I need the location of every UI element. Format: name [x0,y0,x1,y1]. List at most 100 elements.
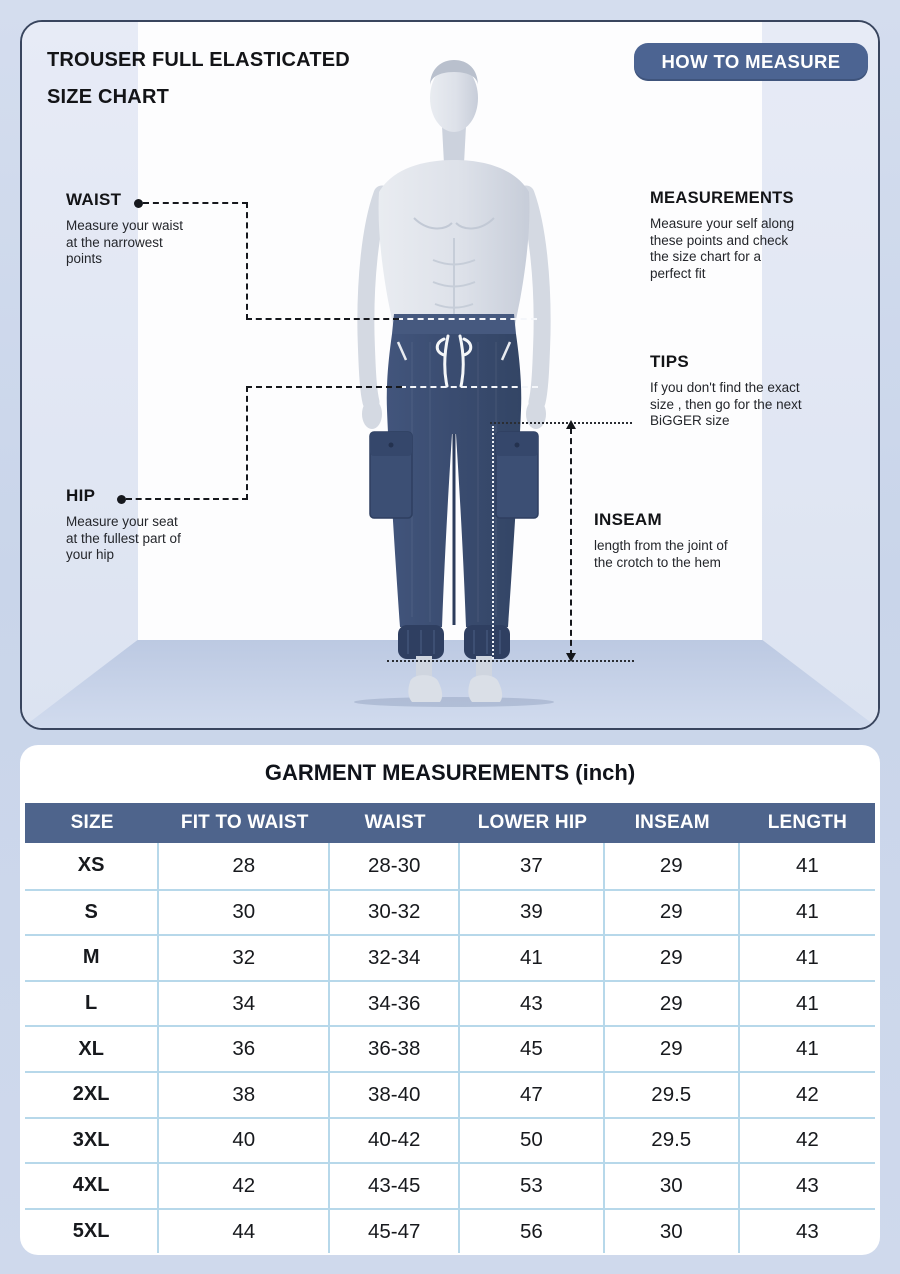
value-cell: 38 [159,1072,331,1117]
value-cell: 28-30 [330,843,461,889]
value-cell: 30 [159,890,331,935]
size-cell: M [25,936,160,980]
hip-text: Measure your seat at the fullest part of… [66,514,181,562]
pocket-button-right [514,442,520,448]
size-cell: S [25,890,160,935]
column-header-fit-to-waist: FIT TO WAIST [180,812,309,833]
column-header-inseam: INSEAM [634,812,710,833]
size-cell: 2XL [25,1072,160,1117]
value-cell: 42 [795,1082,819,1106]
value-cell: 28 [159,843,331,889]
value-cell: 36 [159,1027,331,1071]
hem-guide-line [387,660,634,662]
value-cell: 45-47 [330,1209,461,1254]
page-title-line1: TROUSER FULL ELASTICATED [47,49,350,71]
value-cell: 40-42 [330,1118,461,1163]
trouser-waistband [392,314,516,334]
tips-annotation: TIPS If you don't find the exact size , … [650,352,855,430]
pocket-button-left [388,442,394,448]
right-hand [526,399,546,429]
column-header-waist: WAIST [364,812,426,833]
waist-connector-h1 [143,202,248,204]
foot-right [468,675,503,702]
hip-heading: HIP [66,486,96,505]
table-row-l: L 34 34-36 43 29 41 [25,979,875,1026]
hip-connector-h1 [126,498,248,500]
hip-guide-line [400,386,538,388]
size-cell: XS [25,843,160,889]
value-cell: 32 [159,936,331,980]
how-to-measure-card: TROUSER FULL ELASTICATED SIZE CHART HOW … [20,20,880,730]
value-cell: 41 [795,1037,819,1061]
table-row-xs: XS 28 28-30 37 29 41 [25,843,875,889]
waist-guide-line [397,318,537,320]
size-table-body: XS 28 28-30 37 29 41 S 30 30-32 39 29 41 M 32 32-34 41 2… [25,843,875,1254]
trousers [386,334,522,627]
value-cell: 43 [460,981,605,1026]
column-header-lower-hip: LOWER HIP [477,812,588,833]
value-cell: 34 [159,981,331,1026]
size-cell: 3XL [25,1118,160,1163]
page-title: TROUSER FULL ELASTICATED SIZE CHART [47,42,350,116]
waist-connector-dot [134,199,143,208]
waist-text: Measure your waist at the narrowest poin… [66,218,184,266]
size-cell: 5XL [25,1209,160,1254]
size-cell: XL [25,1027,160,1071]
column-header-length: LENGTH [767,812,848,833]
value-cell: 30 [605,1164,740,1208]
page-title-line2: SIZE CHART [47,86,169,108]
inseam-measure-line [570,428,572,656]
table-row-3xl: 3XL 40 40-42 50 29.5 42 [25,1116,875,1163]
value-cell: 36-38 [330,1027,461,1071]
waist-heading: WAIST [66,190,122,209]
size-cell: 4XL [25,1164,160,1208]
waist-annotation: WAIST Measure your waist at the narrowes… [66,190,236,268]
how-to-measure-button[interactable]: HOW TO MEASURE [634,43,868,81]
table-row-s: S 30 30-32 39 29 41 [25,888,875,935]
value-cell: 43-45 [330,1164,461,1208]
value-cell: 29 [605,1027,740,1071]
value-cell: 44 [159,1209,331,1254]
value-cell: 29.5 [605,1072,740,1117]
crotch-guide-line [490,422,632,424]
value-cell: 34-36 [330,981,461,1026]
value-cell: 43 [795,1173,819,1197]
value-cell: 41 [795,853,819,877]
value-cell: 53 [460,1164,605,1208]
table-row-xl: XL 36 36-38 45 29 41 [25,1025,875,1071]
room-wall-right [762,22,878,728]
value-cell: 29 [605,843,740,889]
value-cell: 29 [605,981,740,1026]
inseam-heading: INSEAM [594,510,662,529]
zip-pocket-marks [396,341,512,361]
waist-connector-h2 [246,318,399,320]
value-cell: 37 [460,843,605,889]
hip-connector-h2 [246,386,402,388]
table-row-2xl: 2XL 38 38-40 47 29.5 42 [25,1070,875,1117]
inner-leg-guide-line [492,426,494,662]
value-cell: 32-34 [330,936,461,980]
column-header-size: SIZE [70,812,114,833]
value-cell: 40 [159,1118,331,1163]
room-wall-left [22,22,138,728]
left-hand [362,399,382,429]
value-cell: 43 [795,1219,819,1243]
value-cell: 38-40 [330,1072,461,1117]
cuff-ribs [407,630,501,654]
hip-connector-v [246,386,248,500]
table-row-5xl: 5XL 44 45-47 56 30 43 [25,1207,875,1254]
value-cell: 50 [460,1118,605,1163]
measurements-text: Measure your self along these points and… [650,216,795,281]
chest-lines [413,217,495,230]
left-arm [357,185,391,411]
garment-measurements-card: GARMENT MEASUREMENTS (inch) SIZE FIT TO W… [20,745,880,1255]
value-cell: 30 [605,1209,740,1254]
neck [442,126,466,164]
table-row-m: M 32 32-34 41 29 41 [25,934,875,980]
hip-connector-dot [117,495,126,504]
hip-annotation: HIP Measure your seat at the fullest par… [66,486,241,564]
inseam-text: length from the joint of the crotch to t… [594,538,728,570]
value-cell: 56 [460,1209,605,1254]
value-cell: 29 [605,890,740,935]
value-cell: 47 [460,1072,605,1117]
